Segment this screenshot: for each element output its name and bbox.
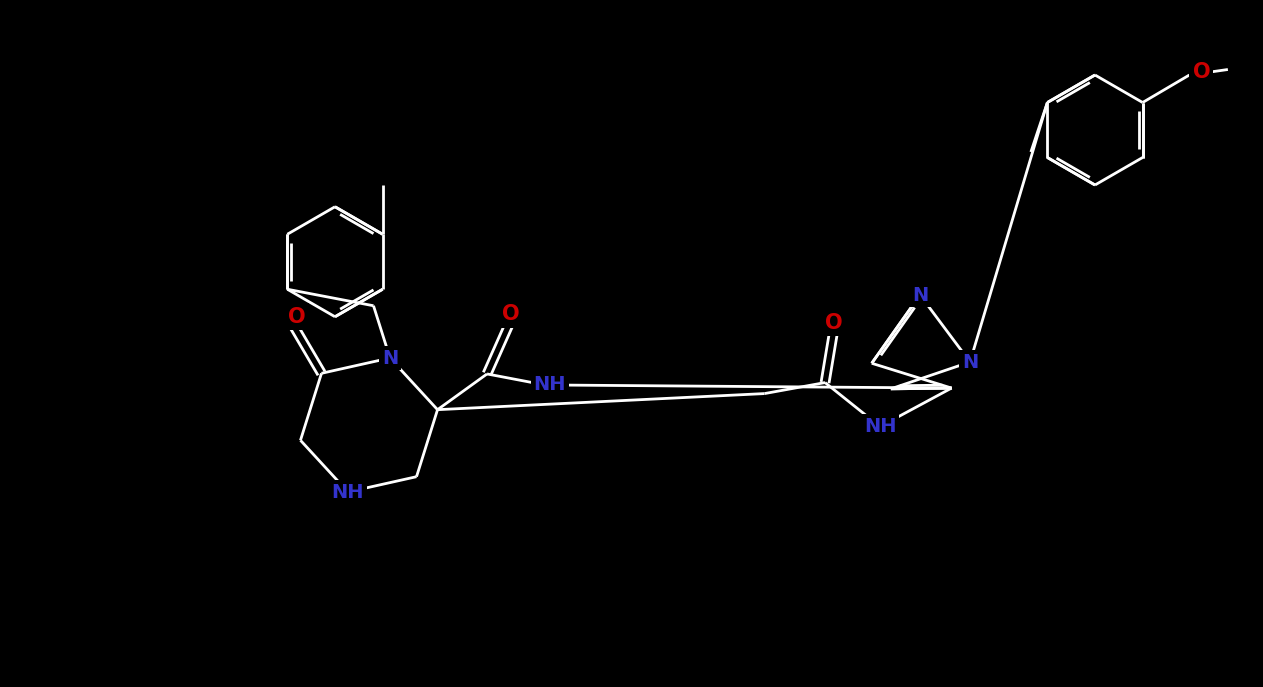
Text: O: O: [1192, 62, 1210, 82]
Text: N: N: [962, 352, 978, 372]
Text: O: O: [825, 313, 842, 333]
Text: N: N: [381, 348, 398, 368]
Text: NH: NH: [864, 417, 897, 436]
Text: O: O: [503, 304, 520, 324]
Text: O: O: [288, 306, 306, 326]
Text: N: N: [912, 286, 928, 304]
Text: NH: NH: [533, 375, 566, 394]
Text: NH: NH: [332, 482, 364, 502]
